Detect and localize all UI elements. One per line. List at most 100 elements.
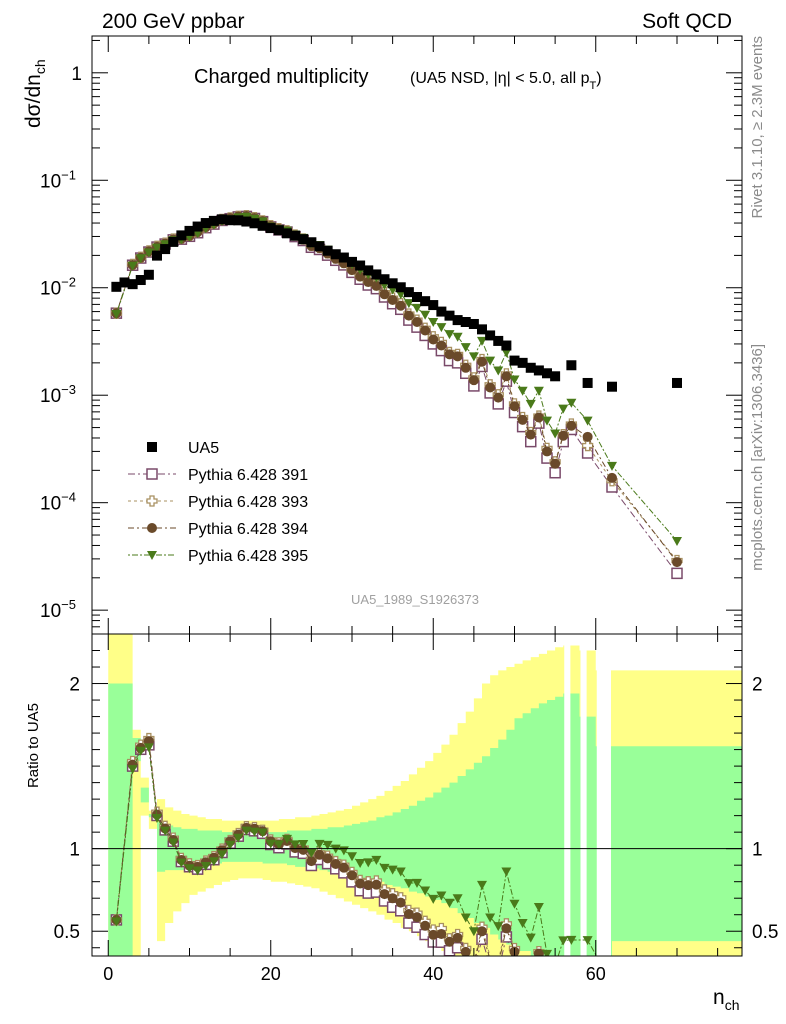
series-4-point xyxy=(468,352,479,362)
y-tick-label: 10−3 xyxy=(40,382,76,407)
ratio-4-point xyxy=(217,850,227,860)
chart-title: Charged multiplicity xyxy=(194,66,369,88)
ratio-4-point xyxy=(363,858,374,868)
ua5-point xyxy=(387,278,398,289)
ua5-point xyxy=(249,218,260,229)
ratio-3-point xyxy=(347,870,357,881)
ratio-4-point xyxy=(493,922,504,932)
ratio-3-point xyxy=(379,889,390,900)
ua5-point xyxy=(184,225,195,236)
analysis-id-label: UA5_1989_S1926373 xyxy=(351,592,479,607)
ratio-4-point xyxy=(282,834,292,844)
ua5-point xyxy=(176,230,187,241)
series-3-point xyxy=(436,340,447,351)
ratio-4-point xyxy=(184,864,195,874)
ua5-point xyxy=(420,296,431,307)
ua5-point xyxy=(379,274,390,285)
ratio-4-point xyxy=(143,743,154,753)
side-label-rivet: Rivet 3.1.10, ≥ 2.3M events xyxy=(749,36,766,219)
series-4-point xyxy=(477,336,487,346)
ratio-4-point xyxy=(485,913,496,923)
ua5-point xyxy=(322,245,333,256)
ratio-uncertainty-bands xyxy=(108,634,742,956)
ratio-band-gap xyxy=(596,634,611,956)
series-3-point xyxy=(347,265,357,276)
series-3-point xyxy=(477,356,487,367)
series-4-point xyxy=(428,318,439,328)
ua5-point xyxy=(111,281,122,292)
legend-marker xyxy=(147,523,157,533)
ua5-point xyxy=(200,218,211,229)
series-3-point xyxy=(371,280,382,291)
ratio-3-point xyxy=(330,858,341,869)
series-line-4 xyxy=(115,216,678,542)
series-4-point xyxy=(452,332,463,342)
series-4-point xyxy=(412,303,422,313)
series-4-point xyxy=(127,261,138,271)
ratio-4-point xyxy=(200,862,211,872)
ua5-point xyxy=(477,324,487,335)
series-3-point xyxy=(452,351,463,362)
ratio-4-point xyxy=(168,838,179,848)
ratio-tick-label: 0.5 xyxy=(54,922,80,943)
ratio-3-point xyxy=(420,920,431,931)
series-3-point xyxy=(428,334,439,345)
ratio-3-point xyxy=(477,926,487,937)
series-3-point xyxy=(395,300,406,311)
ratio-band-gap xyxy=(580,634,587,956)
legend-label: Pythia 6.428 394 xyxy=(188,521,308,538)
series-3-point xyxy=(444,349,455,360)
ua5-point xyxy=(241,216,252,227)
ratio-4-point xyxy=(501,867,512,877)
series-4-point xyxy=(525,399,536,409)
legend-marker xyxy=(146,468,158,480)
series-4-point xyxy=(436,323,447,333)
ratio-tick-label: 2 xyxy=(69,675,80,696)
series-4-point xyxy=(485,356,496,366)
series-3-point xyxy=(363,277,374,288)
side-label-mcplots: mcplots.cern.ch [arXiv:1306.3436] xyxy=(749,344,766,571)
series-3-point xyxy=(468,375,479,386)
ua5-point xyxy=(566,360,577,371)
ua5-point xyxy=(412,292,422,303)
ratio-4-point xyxy=(558,936,569,946)
ratio-3-point xyxy=(403,908,414,919)
ratio-3-point xyxy=(436,928,447,939)
ua5-point xyxy=(355,260,366,271)
ratio-4-point xyxy=(509,899,520,909)
ratio-4-point xyxy=(387,865,398,875)
ua5-point xyxy=(257,220,268,231)
series-3-point xyxy=(672,557,682,568)
series-4-point xyxy=(403,299,414,309)
ua5-point xyxy=(306,237,317,248)
ratio-4-point xyxy=(355,859,366,869)
series-3-point xyxy=(379,289,390,300)
ratio-4-point xyxy=(533,902,544,912)
ratio-4-point xyxy=(403,879,414,889)
ua5-point xyxy=(168,236,179,247)
series-4-point xyxy=(672,537,682,547)
ratio-4-point xyxy=(477,880,487,890)
ua5-point xyxy=(452,315,463,326)
ratio-3-point xyxy=(338,862,349,873)
ua5-point xyxy=(314,241,325,252)
legend-label: Pythia 6.428 393 xyxy=(188,494,308,511)
ratio-4-point xyxy=(135,746,146,756)
ratio-4-point xyxy=(371,855,382,865)
series-3-point xyxy=(420,325,431,336)
ua5-point xyxy=(273,225,284,236)
series-3-point xyxy=(517,414,528,425)
series-3-point xyxy=(525,429,536,440)
ratio-4-point xyxy=(152,813,162,823)
ua5-point xyxy=(403,287,414,298)
ratio-3-point xyxy=(306,856,317,867)
ua5-point xyxy=(428,300,439,311)
series-4-point xyxy=(533,386,544,396)
series-4-point xyxy=(501,348,512,358)
ratio-3-point xyxy=(355,878,366,889)
ua5-point xyxy=(160,244,171,255)
ratio-4-point xyxy=(192,866,203,876)
ratio-4-point xyxy=(420,886,431,896)
series-3-point xyxy=(542,446,552,457)
ratio-3-point xyxy=(452,932,463,943)
